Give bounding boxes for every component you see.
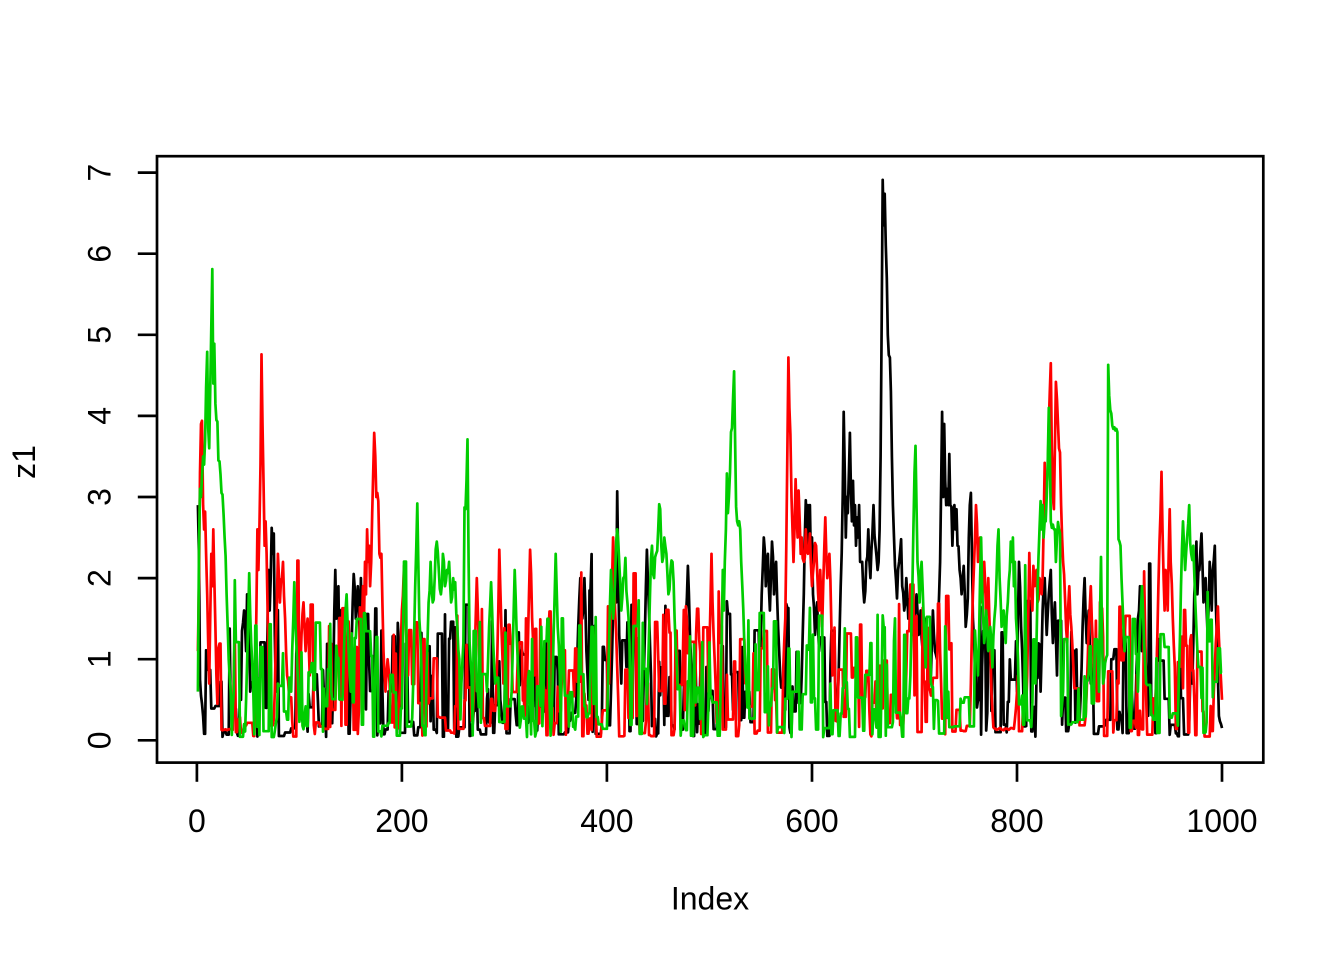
svg-text:600: 600 <box>785 803 838 839</box>
svg-text:7: 7 <box>82 164 118 182</box>
svg-text:1: 1 <box>82 650 118 668</box>
svg-text:0: 0 <box>82 731 118 749</box>
svg-text:0: 0 <box>188 803 206 839</box>
svg-text:1000: 1000 <box>1186 803 1257 839</box>
svg-text:2: 2 <box>82 569 118 587</box>
svg-text:800: 800 <box>990 803 1043 839</box>
svg-text:400: 400 <box>580 803 633 839</box>
svg-text:200: 200 <box>375 803 428 839</box>
svg-text:z1: z1 <box>6 445 42 479</box>
svg-text:Index: Index <box>671 881 749 917</box>
svg-text:4: 4 <box>82 407 118 425</box>
svg-text:6: 6 <box>82 245 118 263</box>
svg-text:5: 5 <box>82 326 118 344</box>
svg-text:3: 3 <box>82 488 118 506</box>
